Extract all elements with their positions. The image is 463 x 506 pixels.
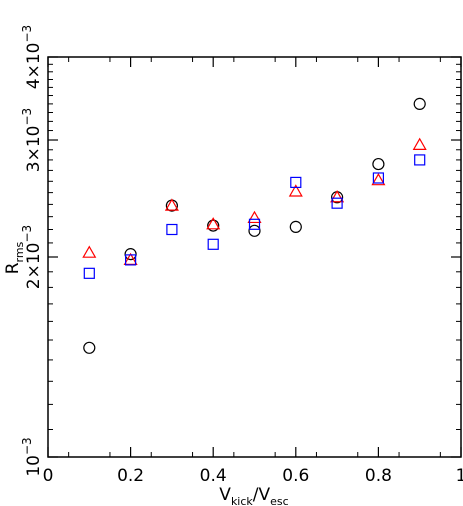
triangle-marker [412,137,427,150]
y-axis-title: Rrms [3,241,26,274]
y-tick-label: 4×10−3 [20,25,44,89]
x-axis-title-slash: /V [253,485,271,505]
x-axis-title-sub1: kick [231,495,253,506]
triangle-marker [206,217,221,230]
x-axis-title: Vkick/Vesc [219,485,288,506]
x-tick-label: 0.8 [365,466,392,486]
square-marker [166,223,178,236]
y-tick-labels: 10−3 2×10−3 3×10−3 4×10−3 [20,25,44,477]
square-marker [414,154,426,166]
square-marker [248,218,261,230]
x-tick-label: 0 [43,466,54,486]
triangle-marker [371,172,386,186]
x-axis-title-main: V [219,485,231,505]
triangle-marker [247,210,262,224]
circle-marker [83,341,96,354]
circle-marker [289,220,302,233]
x-tick-label: 0.6 [282,466,309,486]
circle-marker [124,248,137,261]
axis-ticks [47,56,462,458]
circle-marker [413,97,426,110]
y-tick-label: 3×10−3 [20,108,44,172]
triangle-marker [82,245,97,258]
triangle-marker [164,198,179,211]
x-axis-title-sub2: esc [270,495,289,506]
y-tick-label: 2×10−3 [20,225,44,289]
x-tick-label: 1 [456,466,463,486]
square-marker [290,176,302,189]
y-axis-title-sub: rms [13,241,26,262]
square-marker [83,267,95,279]
x-tick-label: 0.2 [117,466,144,486]
square-marker [124,254,137,266]
x-tick-labels: 0 0.2 0.4 0.6 0.8 1 [43,466,463,486]
triangle-marker [330,190,345,203]
circle-marker [248,224,261,237]
data-points [82,97,427,354]
square-marker [372,172,384,184]
circle-marker [372,157,385,171]
square-marker [331,197,343,209]
y-axis-title-main: R [3,262,23,274]
circle-marker [207,219,220,232]
y-tick-label: 10−3 [20,437,44,476]
square-marker [207,238,219,250]
x-tick-label: 0.4 [200,466,227,486]
triangle-marker [288,184,303,197]
plot-frame [47,56,462,458]
